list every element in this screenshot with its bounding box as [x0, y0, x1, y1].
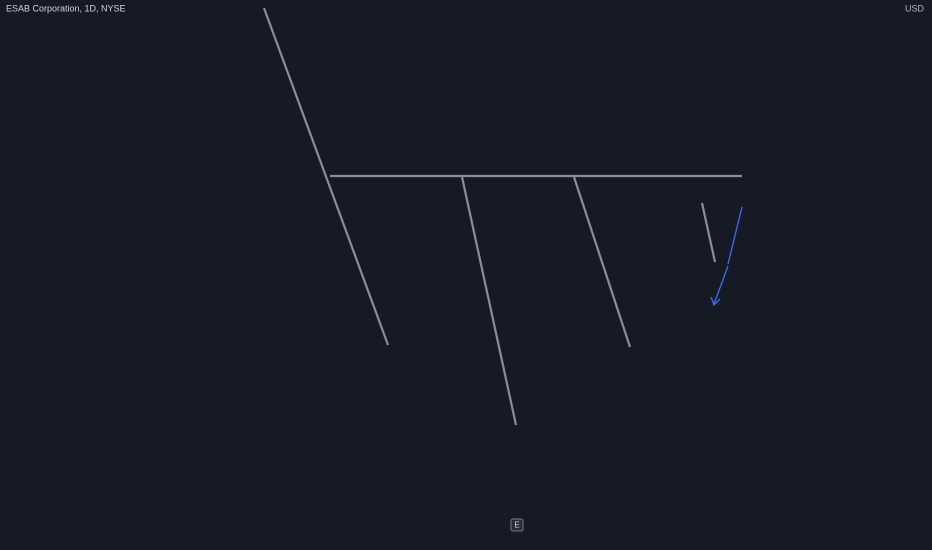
arrow: [710, 206, 743, 307]
arrow-line: [713, 265, 729, 305]
currency: USD: [905, 3, 925, 13]
arrow-head: [710, 296, 721, 307]
event-marker[interactable]: E: [514, 521, 519, 530]
drawings: [262, 7, 742, 426]
event-marker-box[interactable]: [510, 518, 524, 532]
chart-title: ESAB Corporation, 1D, NYSE: [6, 3, 126, 13]
trend-line: [262, 7, 390, 346]
trend-line: [460, 176, 518, 426]
trend-line: [700, 202, 717, 263]
arrow-line: [727, 206, 743, 265]
trend-line: [572, 176, 632, 348]
